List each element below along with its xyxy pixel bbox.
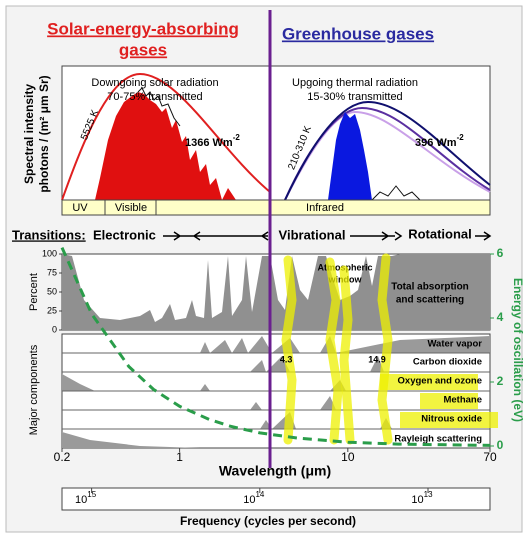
highlights xyxy=(281,253,393,445)
flux-exponent: -2 xyxy=(457,133,465,142)
component-label: Oxygen and ozone xyxy=(398,376,482,387)
component-label: Rayleigh scattering xyxy=(394,434,482,445)
y2-tick-label: 4 xyxy=(497,310,504,324)
transitions-label: Transitions: xyxy=(12,227,86,242)
y-tick-label: 0 xyxy=(52,324,57,334)
y-tick-label: 100 xyxy=(42,248,57,258)
thermal-transmitted: 15-30% transmitted xyxy=(307,91,402,103)
y2-tick-label: 2 xyxy=(497,374,504,388)
thermal-title: Upgoing thermal radiation xyxy=(292,77,418,89)
tick-base: 10 xyxy=(411,494,423,506)
solar-curve xyxy=(61,72,271,201)
x-tick-label: 70 xyxy=(483,450,497,464)
flux-exponent: -2 xyxy=(233,133,241,142)
component-label: Carbon dioxide xyxy=(413,357,482,368)
frequency-axis-box xyxy=(61,487,491,511)
y-axis-label: Percent xyxy=(28,273,40,311)
highlight xyxy=(380,374,478,390)
total-label: Total absorption xyxy=(391,282,469,293)
flux-text: 396 Wm xyxy=(415,137,457,149)
highlight xyxy=(420,393,478,409)
component-label: Methane xyxy=(443,395,482,406)
y-axis-label: photons / (m² μm Sr) xyxy=(37,75,51,192)
transition-arrows xyxy=(163,231,492,241)
solar-detail xyxy=(137,87,181,127)
x-tick-label: 1015 xyxy=(75,490,97,506)
x-tick-label: 1013 xyxy=(411,490,433,506)
solar-observed xyxy=(95,92,236,200)
solar-transmitted: 70-75% transmitted xyxy=(107,91,202,103)
band-label: Infrared xyxy=(306,202,344,214)
component-label: Water vapor xyxy=(427,339,482,350)
thermal-observed xyxy=(328,112,372,200)
right-title: Greenhouse gases xyxy=(282,24,434,43)
highlight xyxy=(400,412,498,428)
band-label: UV xyxy=(72,202,88,214)
x-tick-label: 1014 xyxy=(243,490,265,506)
total-label: and scattering xyxy=(396,295,464,306)
solar-flux: 1366 Wm-2 xyxy=(185,133,240,149)
tick-exponent: 13 xyxy=(424,490,433,499)
component-dividers xyxy=(62,352,490,430)
tick-base: 10 xyxy=(243,494,255,506)
band-wavelength: 4.3 xyxy=(280,354,293,364)
x-axis-label: Frequency (cycles per second) xyxy=(180,514,356,528)
thermal-detail xyxy=(371,185,421,201)
x-tick-label: 10 xyxy=(341,450,355,464)
transition-type: Rotational xyxy=(408,226,472,241)
y2-tick-label: 6 xyxy=(497,246,504,260)
x-tick-label: 1 xyxy=(176,450,183,464)
y2-axis-label: Energy of oscillation (eV) xyxy=(511,278,525,422)
tick-base: 10 xyxy=(75,494,87,506)
transition-type: Electronic xyxy=(93,227,156,242)
energy-curve xyxy=(60,246,491,447)
y-axis-label: Major components xyxy=(28,344,40,435)
flux-text: 1366 Wm xyxy=(185,137,233,149)
left-title: Solar-energy-absorbing xyxy=(47,19,239,38)
band-wavelength: 14.9 xyxy=(368,354,386,364)
y-tick-label: 75 xyxy=(47,267,57,277)
component-label: Nitrous oxide xyxy=(421,414,482,425)
x-tick-label: 0.2 xyxy=(54,450,71,464)
tick-exponent: 14 xyxy=(255,490,264,499)
y-tick-label: 50 xyxy=(47,286,57,296)
tick-exponent: 15 xyxy=(87,490,96,499)
thermal-curve xyxy=(284,100,491,201)
y-axis-label: Spectral intensity xyxy=(22,84,36,184)
x-axis-label: Wavelength (μm) xyxy=(219,463,331,479)
thermal-flux: 396 Wm-2 xyxy=(415,133,464,149)
y2-tick-label: 0 xyxy=(497,438,504,452)
band-strip xyxy=(61,199,491,216)
band-label: Visible xyxy=(115,202,147,214)
left-title: gases xyxy=(119,40,167,59)
transition-type: Vibrational xyxy=(279,227,346,242)
y-tick-label: 25 xyxy=(47,305,57,315)
solar-title: Downgoing solar radiation xyxy=(91,77,218,89)
